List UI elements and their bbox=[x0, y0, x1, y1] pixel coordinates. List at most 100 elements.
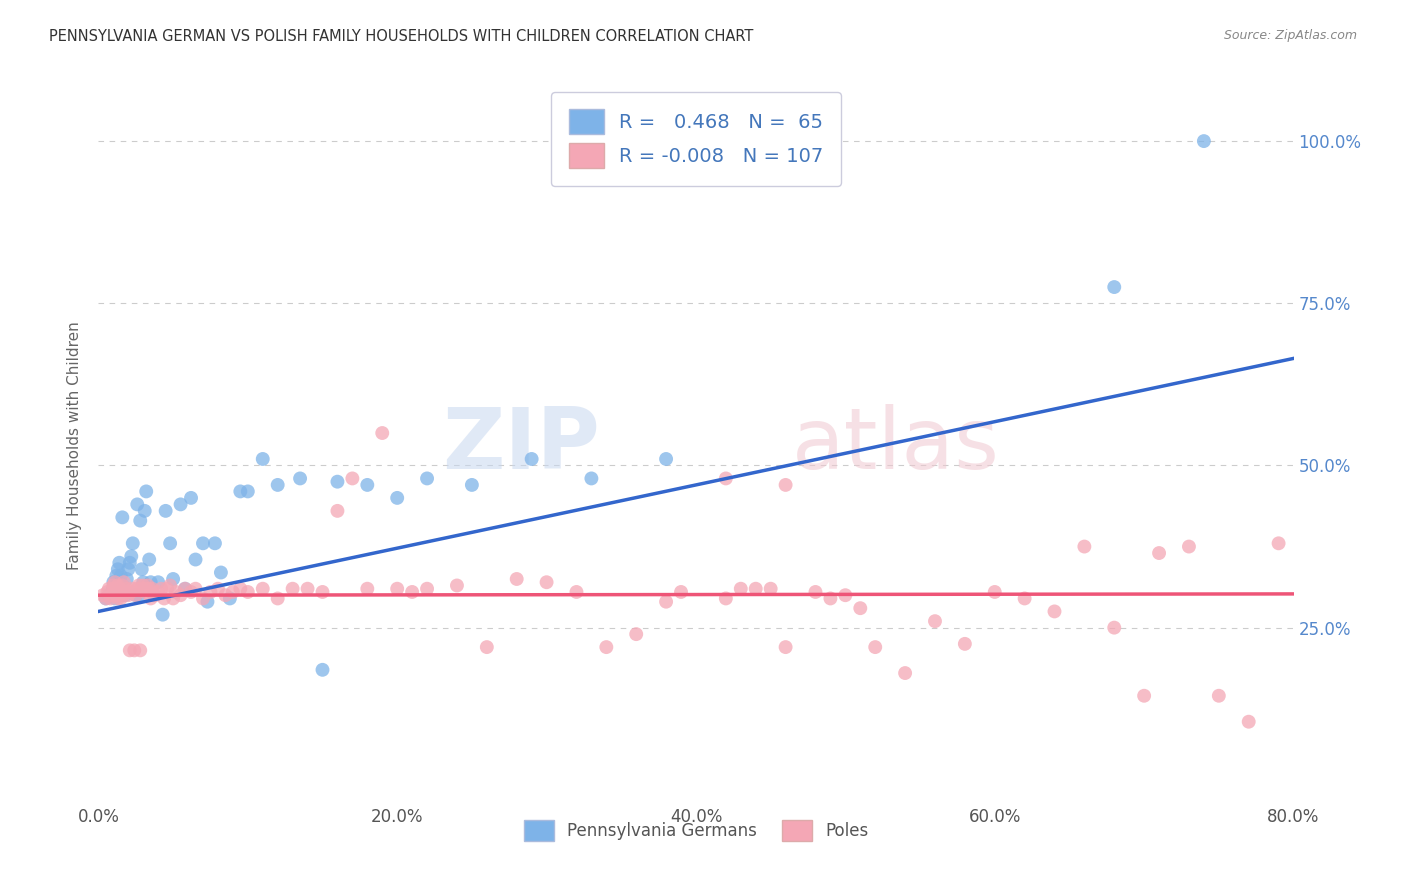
Point bbox=[1208, 689, 1230, 703]
Point bbox=[114, 588, 136, 602]
Point bbox=[135, 582, 157, 596]
Point bbox=[138, 582, 160, 596]
Point bbox=[104, 578, 127, 592]
Point bbox=[110, 591, 132, 606]
Point bbox=[125, 588, 148, 602]
Point bbox=[97, 582, 120, 596]
Point bbox=[127, 497, 149, 511]
Point bbox=[536, 575, 558, 590]
Point bbox=[184, 552, 207, 566]
Point bbox=[103, 582, 125, 596]
Point bbox=[139, 591, 162, 606]
Point bbox=[626, 627, 648, 641]
Point bbox=[143, 588, 166, 602]
Point bbox=[214, 588, 236, 602]
Point bbox=[162, 591, 184, 606]
Point bbox=[115, 572, 138, 586]
Point bbox=[132, 575, 155, 590]
Point bbox=[229, 484, 252, 499]
Point bbox=[1192, 134, 1215, 148]
Point bbox=[326, 504, 349, 518]
Point bbox=[200, 585, 222, 599]
Point bbox=[156, 582, 179, 596]
Point bbox=[120, 585, 142, 599]
Point bbox=[105, 588, 128, 602]
Point bbox=[356, 582, 378, 596]
Point bbox=[1014, 591, 1036, 606]
Point bbox=[184, 582, 207, 596]
Point bbox=[162, 572, 184, 586]
Point bbox=[101, 585, 124, 599]
Point bbox=[371, 425, 394, 440]
Point bbox=[135, 484, 157, 499]
Point bbox=[169, 497, 191, 511]
Point bbox=[105, 588, 128, 602]
Text: atlas: atlas bbox=[792, 404, 1000, 488]
Point bbox=[118, 556, 141, 570]
Point bbox=[129, 643, 152, 657]
Point bbox=[169, 588, 191, 602]
Point bbox=[385, 582, 409, 596]
Point bbox=[111, 585, 134, 599]
Point bbox=[117, 588, 139, 602]
Point bbox=[197, 595, 219, 609]
Point bbox=[342, 471, 364, 485]
Point bbox=[207, 582, 229, 596]
Point bbox=[114, 585, 136, 599]
Point bbox=[1073, 540, 1095, 554]
Text: PENNSYLVANIA GERMAN VS POLISH FAMILY HOUSEHOLDS WITH CHILDREN CORRELATION CHART: PENNSYLVANIA GERMAN VS POLISH FAMILY HOU… bbox=[49, 29, 754, 44]
Point bbox=[96, 585, 118, 599]
Point bbox=[461, 478, 484, 492]
Point bbox=[139, 575, 162, 590]
Point bbox=[714, 471, 737, 485]
Point bbox=[229, 582, 252, 596]
Point bbox=[759, 582, 782, 596]
Point bbox=[121, 582, 143, 596]
Point bbox=[110, 568, 132, 582]
Point bbox=[775, 640, 797, 654]
Point bbox=[655, 452, 678, 467]
Point bbox=[134, 585, 156, 599]
Point bbox=[924, 614, 946, 628]
Point bbox=[108, 588, 131, 602]
Point bbox=[288, 471, 311, 485]
Point bbox=[111, 578, 134, 592]
Point bbox=[94, 591, 117, 606]
Point bbox=[1043, 604, 1066, 618]
Point bbox=[1104, 280, 1126, 294]
Point bbox=[849, 601, 872, 615]
Point bbox=[204, 536, 226, 550]
Point bbox=[128, 578, 150, 592]
Point bbox=[581, 471, 603, 485]
Point bbox=[105, 582, 128, 596]
Point bbox=[745, 582, 768, 596]
Point bbox=[730, 582, 752, 596]
Point bbox=[104, 591, 127, 606]
Point bbox=[236, 484, 259, 499]
Point bbox=[94, 591, 117, 606]
Point bbox=[180, 585, 202, 599]
Point bbox=[148, 575, 170, 590]
Point bbox=[125, 588, 148, 602]
Point bbox=[595, 640, 617, 654]
Point bbox=[311, 663, 333, 677]
Point bbox=[132, 578, 155, 592]
Point bbox=[112, 575, 135, 590]
Point bbox=[127, 582, 149, 596]
Point bbox=[98, 591, 122, 606]
Point bbox=[191, 591, 214, 606]
Point bbox=[165, 585, 187, 599]
Point bbox=[655, 595, 678, 609]
Point bbox=[155, 504, 177, 518]
Point bbox=[820, 591, 842, 606]
Point bbox=[153, 591, 176, 606]
Point bbox=[142, 588, 165, 602]
Point bbox=[118, 643, 141, 657]
Point bbox=[101, 588, 124, 602]
Point bbox=[148, 585, 170, 599]
Point bbox=[107, 591, 129, 606]
Point bbox=[112, 588, 135, 602]
Point bbox=[103, 575, 125, 590]
Point bbox=[252, 452, 274, 467]
Point bbox=[108, 582, 131, 596]
